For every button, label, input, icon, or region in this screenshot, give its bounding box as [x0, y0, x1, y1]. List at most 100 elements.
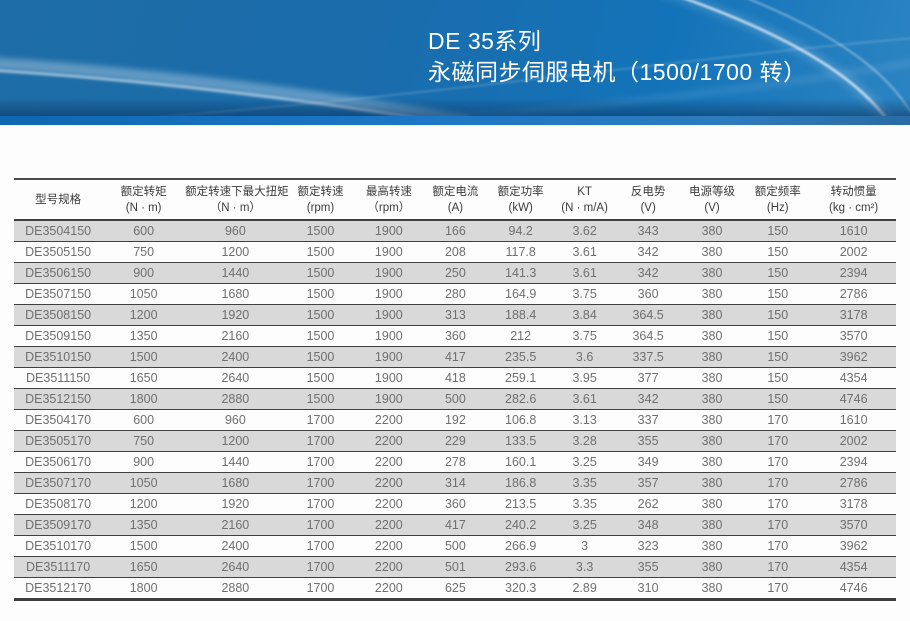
table-cell: 1610 — [811, 220, 896, 242]
table-cell: 960 — [185, 220, 286, 242]
table-cell: 3.13 — [552, 409, 617, 431]
table-row: DE3507170 1050 1680 1700 2200 314 186.8 3.35 357… — [14, 472, 896, 494]
table-cell: 2200 — [355, 556, 423, 578]
table-cell: 164.9 — [488, 283, 553, 305]
table-cell: 380 — [679, 535, 745, 557]
model-cell: DE3506150 — [14, 262, 103, 284]
column-header: 额定转矩 (N · m) — [102, 178, 186, 221]
table-cell: 1700 — [285, 556, 356, 578]
table-cell: 3.6 — [552, 346, 617, 368]
table-cell: 4746 — [811, 388, 896, 410]
model-cell: DE3505150 — [14, 241, 103, 263]
table-header: 型号规格 额定转矩 (N · m) 额定转速下最大扭矩 （N · m） 额定转速 (rpm)… — [14, 178, 896, 221]
table-cell: 343 — [616, 220, 680, 242]
model-cell: DE3508150 — [14, 304, 103, 326]
table-cell: 1500 — [102, 346, 186, 368]
table-cell: 2160 — [185, 325, 286, 347]
table-cell: 293.6 — [488, 556, 553, 578]
table-cell: 3.75 — [552, 325, 617, 347]
table-row: DE3508150 1200 1920 1500 1900 313 188.4 3.84 364… — [14, 304, 896, 326]
table-cell: 1500 — [285, 283, 356, 305]
model-cell: DE3507170 — [14, 472, 103, 494]
table-cell: 314 — [422, 472, 489, 494]
table-cell: 250 — [422, 262, 489, 284]
table-cell: 342 — [616, 262, 680, 284]
table-cell: 380 — [679, 493, 745, 515]
table-cell: 349 — [616, 451, 680, 473]
table-cell: 170 — [744, 514, 812, 536]
table-cell: 960 — [185, 409, 286, 431]
table-cell: 1350 — [102, 514, 186, 536]
table-cell: 166 — [422, 220, 489, 242]
table-cell: 3178 — [811, 493, 896, 515]
table-cell: 2200 — [355, 451, 423, 473]
table-cell: 2640 — [185, 556, 286, 578]
column-header: 额定功率 (kW) — [488, 178, 553, 221]
table-cell: 2786 — [811, 472, 896, 494]
table-cell: 1900 — [355, 325, 423, 347]
model-cell: DE3506170 — [14, 451, 103, 473]
table-cell: 1900 — [355, 262, 423, 284]
table-cell: 1500 — [285, 220, 356, 242]
table-cell: 1700 — [285, 430, 356, 452]
table-cell: 342 — [616, 241, 680, 263]
model-cell: DE3508170 — [14, 493, 103, 515]
table-cell: 380 — [679, 451, 745, 473]
model-cell: DE3504150 — [14, 220, 103, 242]
table-cell: 380 — [679, 220, 745, 242]
table-cell: 1900 — [355, 220, 423, 242]
table-cell: 150 — [744, 367, 812, 389]
table-cell: 2160 — [185, 514, 286, 536]
table-cell: 150 — [744, 220, 812, 242]
table-cell: 1800 — [102, 577, 186, 601]
table-cell: 262 — [616, 493, 680, 515]
table-cell: 380 — [679, 388, 745, 410]
table-cell: 2786 — [811, 283, 896, 305]
table-cell: 1700 — [285, 514, 356, 536]
table-cell: 1050 — [102, 472, 186, 494]
table-cell: 3.95 — [552, 367, 617, 389]
table-cell: 4746 — [811, 577, 896, 601]
banner-bottom-strip — [0, 116, 910, 125]
table-cell: 380 — [679, 325, 745, 347]
table-cell: 170 — [744, 577, 812, 601]
table-cell: 337.5 — [616, 346, 680, 368]
model-cell: DE3505170 — [14, 430, 103, 452]
table-cell: 192 — [422, 409, 489, 431]
table-cell: 1500 — [285, 367, 356, 389]
table-cell: 208 — [422, 241, 489, 263]
table-cell: 117.8 — [488, 241, 553, 263]
table-cell: 1200 — [102, 493, 186, 515]
model-cell: DE3510170 — [14, 535, 103, 557]
table-cell: 1900 — [355, 304, 423, 326]
model-cell: DE3510150 — [14, 346, 103, 368]
table-cell: 2200 — [355, 514, 423, 536]
table-cell: 600 — [102, 409, 186, 431]
table-cell: 357 — [616, 472, 680, 494]
table-cell: 1700 — [285, 451, 356, 473]
model-cell: DE3509170 — [14, 514, 103, 536]
table-cell: 380 — [679, 409, 745, 431]
table-cell: 310 — [616, 577, 680, 601]
table-cell: 380 — [679, 262, 745, 284]
table-cell: 160.1 — [488, 451, 553, 473]
table-cell: 150 — [744, 346, 812, 368]
table-cell: 1200 — [102, 304, 186, 326]
table-row: DE3511150 1650 2640 1500 1900 418 259.1 3.95 377… — [14, 367, 896, 389]
table-cell: 1700 — [285, 535, 356, 557]
table-cell: 170 — [744, 472, 812, 494]
table-cell: 313 — [422, 304, 489, 326]
table-body: DE3504150 600 960 1500 1900 166 94.2 3.62 343 380… — [14, 220, 896, 601]
table-cell: 360 — [616, 283, 680, 305]
table-row: DE3510150 1500 2400 1500 1900 417 235.5 3.6 337.… — [14, 346, 896, 368]
page-title: DE 35系列 永磁同步伺服电机（1500/1700 转） — [428, 26, 807, 88]
table-cell: 3.35 — [552, 493, 617, 515]
table-cell: 360 — [422, 325, 489, 347]
table-cell: 3570 — [811, 514, 896, 536]
table-cell: 3962 — [811, 346, 896, 368]
table-cell: 1500 — [285, 346, 356, 368]
table-cell: 360 — [422, 493, 489, 515]
table-cell: 1500 — [285, 304, 356, 326]
table-cell: 2200 — [355, 409, 423, 431]
table-cell: 2394 — [811, 451, 896, 473]
